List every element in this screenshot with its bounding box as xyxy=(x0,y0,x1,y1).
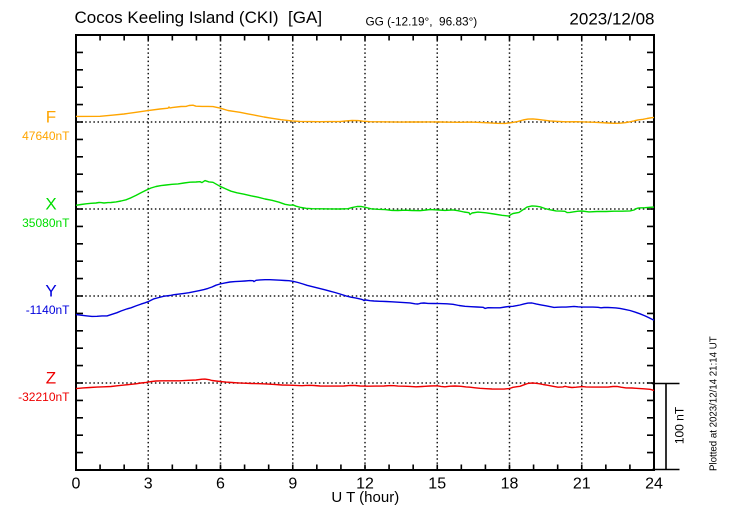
svg-text:24: 24 xyxy=(645,476,663,493)
svg-text:GG (-12.19°, 96.83°): GG (-12.19°, 96.83°) xyxy=(366,15,478,29)
svg-text:Plotted at 2023/12/14 21:14 UT: Plotted at 2023/12/14 21:14 UT xyxy=(709,336,720,471)
svg-text:Z: Z xyxy=(46,369,56,388)
svg-text:9: 9 xyxy=(288,476,297,493)
svg-text:35080nT: 35080nT xyxy=(22,216,70,230)
svg-text:3: 3 xyxy=(144,476,153,493)
svg-text:0: 0 xyxy=(72,476,81,493)
svg-text:Cocos Keeling Island (CKI) [G: Cocos Keeling Island (CKI) [GA] xyxy=(75,8,323,27)
svg-text:100 nT: 100 nT xyxy=(673,406,687,444)
svg-text:X: X xyxy=(45,195,56,214)
svg-text:-32210nT: -32210nT xyxy=(18,390,70,404)
svg-text:Y: Y xyxy=(45,282,56,301)
svg-text:12: 12 xyxy=(356,476,374,493)
svg-text:-1140nT: -1140nT xyxy=(26,303,70,317)
svg-text:18: 18 xyxy=(501,476,519,493)
svg-text:15: 15 xyxy=(428,476,446,493)
svg-text:21: 21 xyxy=(573,476,591,493)
svg-text:F: F xyxy=(46,108,56,127)
svg-text:6: 6 xyxy=(216,476,225,493)
svg-text:2023/12/08: 2023/12/08 xyxy=(569,10,654,29)
svg-text:47640nT: 47640nT xyxy=(22,129,70,143)
svg-text:U T (hour): U T (hour) xyxy=(331,489,399,506)
